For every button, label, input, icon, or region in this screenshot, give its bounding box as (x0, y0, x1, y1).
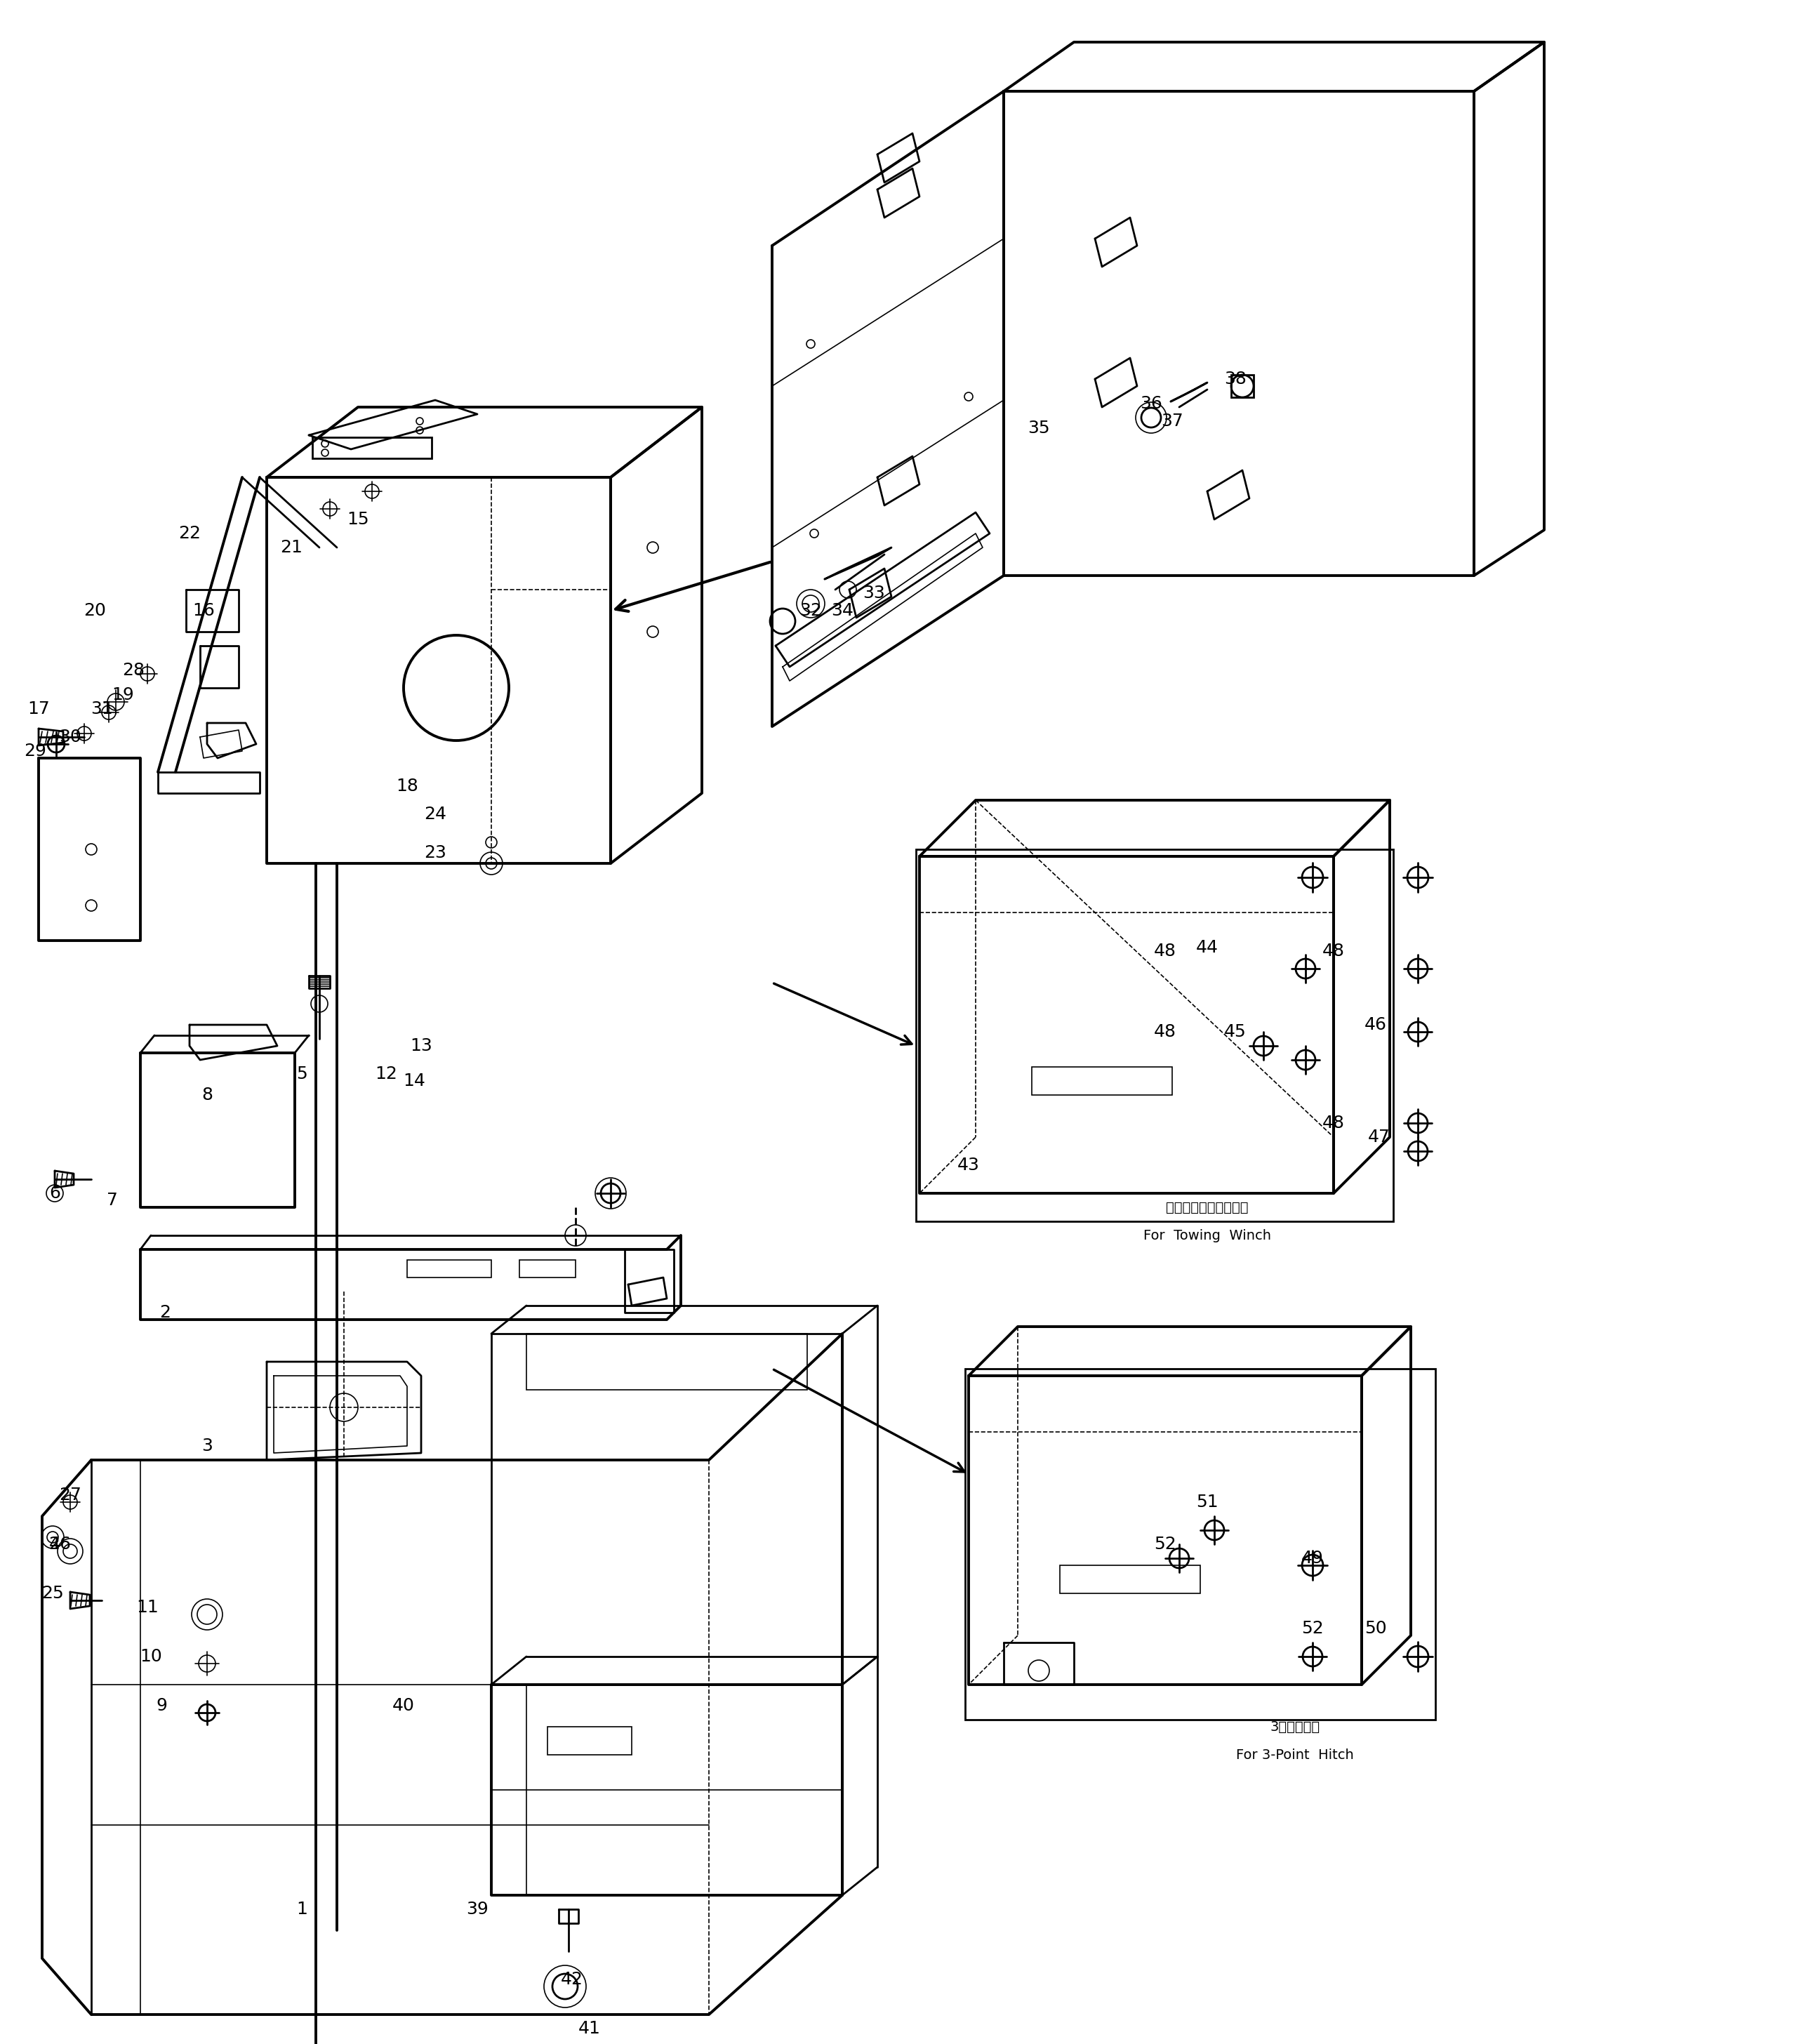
Text: 51: 51 (1197, 1494, 1218, 1511)
Text: 26: 26 (49, 1535, 71, 1553)
Text: 44: 44 (1197, 938, 1218, 957)
Bar (408, 1259, 491, 1278)
Text: 38: 38 (1224, 370, 1247, 388)
Text: 32: 32 (800, 603, 821, 619)
Text: 23: 23 (424, 844, 446, 861)
Text: 21: 21 (279, 540, 303, 556)
Text: 12: 12 (375, 1065, 397, 1083)
Text: 45: 45 (1224, 1024, 1247, 1040)
Bar (1231, 374, 1253, 397)
Text: 10: 10 (140, 1647, 161, 1666)
Text: 8: 8 (201, 1087, 212, 1104)
Text: 6: 6 (49, 1186, 60, 1202)
Text: 33: 33 (863, 585, 885, 601)
Text: 16: 16 (192, 603, 214, 619)
Text: 48: 48 (1153, 1024, 1177, 1040)
Text: 7: 7 (107, 1192, 118, 1208)
Text: 40: 40 (392, 1697, 415, 1715)
Bar (526, 1333, 807, 1390)
Text: 28: 28 (121, 662, 145, 679)
Text: 2: 2 (160, 1304, 170, 1320)
Text: 3点ヒッチ用: 3点ヒッチ用 (1271, 1721, 1320, 1733)
Text: 29: 29 (24, 742, 47, 760)
Text: 15: 15 (346, 511, 370, 527)
Bar (1061, 1566, 1200, 1594)
Text: 48: 48 (1322, 942, 1345, 959)
Text: 9: 9 (156, 1697, 167, 1715)
Text: 47: 47 (1369, 1128, 1391, 1145)
Text: 52: 52 (1155, 1535, 1177, 1553)
Bar (312, 437, 431, 458)
Text: For 3-Point  Hitch: For 3-Point Hitch (1236, 1748, 1354, 1762)
Bar (1032, 1067, 1173, 1096)
Text: 17: 17 (27, 701, 49, 717)
Bar (965, 1369, 1436, 1719)
Text: 11: 11 (136, 1598, 158, 1617)
Text: 30: 30 (60, 728, 82, 746)
Text: 36: 36 (1140, 394, 1162, 413)
Text: 19: 19 (112, 687, 134, 703)
Text: 24: 24 (424, 805, 446, 822)
Text: 14: 14 (402, 1073, 426, 1089)
Text: 34: 34 (830, 603, 854, 619)
Bar (916, 850, 1392, 1222)
Text: 3: 3 (201, 1437, 212, 1455)
Text: 20: 20 (83, 603, 105, 619)
Text: 31: 31 (91, 701, 112, 717)
Text: トウイングウインチ用: トウイングウインチ用 (1166, 1200, 1249, 1214)
Text: 35: 35 (1028, 419, 1050, 437)
Text: 50: 50 (1365, 1621, 1387, 1637)
Text: For  Towing  Winch: For Towing Winch (1144, 1228, 1271, 1243)
Text: 42: 42 (560, 1970, 584, 1989)
Text: 37: 37 (1160, 413, 1184, 429)
Text: 1: 1 (296, 1901, 308, 1917)
Text: 39: 39 (466, 1901, 488, 1917)
Text: 43: 43 (957, 1157, 979, 1173)
Text: 4: 4 (49, 1535, 60, 1553)
Text: 48: 48 (1153, 942, 1177, 959)
Text: 46: 46 (1365, 1016, 1387, 1032)
Text: 41: 41 (578, 2019, 600, 2038)
Text: 52: 52 (1302, 1621, 1323, 1637)
Text: 22: 22 (178, 525, 201, 542)
Text: 25: 25 (42, 1584, 63, 1602)
Text: 49: 49 (1302, 1549, 1323, 1566)
Bar (519, 1259, 575, 1278)
Text: 48: 48 (1322, 1114, 1345, 1132)
Text: 18: 18 (395, 777, 419, 795)
Bar (548, 1727, 631, 1756)
Text: 5: 5 (296, 1065, 308, 1083)
Text: 27: 27 (60, 1486, 82, 1504)
Text: 13: 13 (410, 1038, 431, 1055)
